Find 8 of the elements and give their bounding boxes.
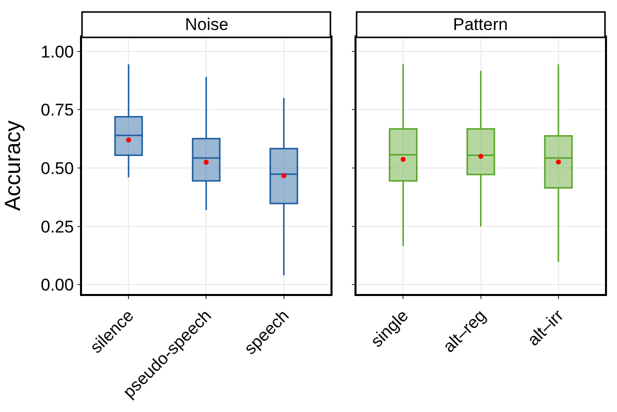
- y-tick-label: 0.25: [40, 217, 74, 236]
- chart-title: Pattern: [453, 15, 508, 34]
- y-tick-label: 0.50: [40, 158, 74, 178]
- y-axis-title: Accuracy: [0, 120, 25, 211]
- chart-title: Noise: [185, 15, 228, 34]
- y-tick-label: 1.00: [40, 42, 74, 62]
- y-tick-label: 0.75: [40, 100, 74, 120]
- y-tick-label: 0.00: [40, 276, 74, 295]
